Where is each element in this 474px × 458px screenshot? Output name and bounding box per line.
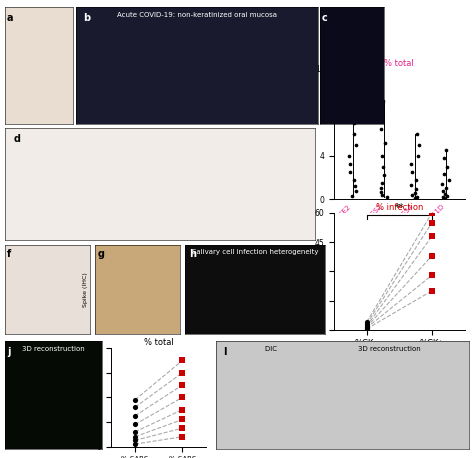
Point: [346, 169, 354, 176]
Text: Spike (IHC): Spike (IHC): [83, 273, 88, 307]
Text: h: h: [189, 250, 196, 260]
Point: [351, 183, 358, 190]
Point: [363, 325, 371, 333]
Point: [179, 416, 186, 423]
Point: [378, 191, 385, 199]
Point: [440, 195, 448, 202]
Point: [352, 141, 360, 148]
Title: % total: % total: [144, 338, 173, 347]
Text: d: d: [14, 134, 21, 144]
Title: % infection: % infection: [376, 203, 423, 212]
Point: [179, 357, 186, 364]
Text: 3D reconstruction: 3D reconstruction: [22, 345, 85, 352]
Point: [409, 169, 416, 176]
Point: [444, 192, 451, 200]
Point: [363, 324, 371, 332]
Point: [413, 131, 421, 138]
Point: [179, 382, 186, 389]
Point: [428, 219, 436, 226]
Text: Acute COVID-19: non-keratinized oral mucosa: Acute COVID-19: non-keratinized oral muc…: [117, 11, 277, 17]
Point: [179, 425, 186, 432]
Point: [415, 152, 422, 159]
Point: [350, 131, 357, 138]
Point: [179, 393, 186, 401]
Point: [380, 163, 387, 170]
Point: [441, 154, 448, 162]
Text: b: b: [83, 13, 90, 23]
Point: [131, 396, 139, 403]
Point: [428, 209, 436, 217]
Point: [179, 369, 186, 376]
Point: [353, 87, 360, 94]
Point: [411, 189, 419, 196]
Point: [443, 163, 451, 170]
Point: [131, 433, 139, 441]
Point: [442, 190, 449, 197]
Point: [377, 188, 385, 195]
Point: [378, 152, 386, 159]
Point: [131, 428, 139, 436]
Point: [438, 180, 446, 188]
Text: g: g: [97, 250, 104, 260]
Text: **: **: [394, 203, 404, 213]
Point: [428, 252, 436, 259]
Point: [131, 412, 139, 420]
Text: c: c: [322, 13, 328, 23]
Point: [412, 186, 419, 193]
Point: [428, 287, 436, 294]
Text: l: l: [223, 347, 227, 357]
Point: [410, 195, 418, 202]
Point: [378, 179, 386, 186]
Point: [131, 437, 139, 444]
Point: [439, 187, 447, 194]
Text: f: f: [7, 250, 11, 260]
Point: [381, 139, 389, 147]
Point: [131, 403, 139, 411]
Point: [131, 421, 139, 428]
Point: [351, 120, 358, 127]
Point: [412, 176, 419, 183]
Point: [363, 320, 371, 327]
Title: % total: % total: [384, 59, 414, 68]
Point: [363, 322, 371, 330]
Point: [348, 192, 356, 200]
Text: DIC                                    3D reconstruction: DIC 3D reconstruction: [264, 345, 420, 352]
Point: [377, 125, 385, 132]
Text: j: j: [8, 347, 11, 357]
Point: [428, 272, 436, 279]
Point: [363, 323, 371, 331]
Point: [179, 433, 186, 441]
Point: [428, 233, 436, 240]
Point: [179, 406, 186, 413]
Point: [353, 187, 360, 194]
Point: [383, 193, 390, 201]
Point: [346, 152, 353, 159]
Point: [378, 111, 386, 118]
Point: [442, 185, 450, 192]
Point: [380, 172, 388, 179]
Point: [345, 103, 353, 110]
Point: [409, 191, 416, 199]
Point: [408, 181, 415, 189]
Point: [415, 141, 422, 148]
Text: a: a: [7, 13, 13, 23]
Point: [377, 185, 385, 192]
Point: [363, 318, 371, 326]
Point: [379, 98, 386, 105]
Point: [408, 161, 415, 168]
Point: [131, 441, 139, 448]
Point: [346, 161, 354, 168]
Point: [439, 193, 447, 201]
Point: [440, 170, 448, 178]
Point: [413, 193, 421, 201]
Point: [446, 176, 453, 183]
Point: [350, 176, 357, 183]
Text: Salivary cell infection heterogeneity: Salivary cell infection heterogeneity: [191, 249, 318, 255]
Point: [442, 147, 450, 154]
